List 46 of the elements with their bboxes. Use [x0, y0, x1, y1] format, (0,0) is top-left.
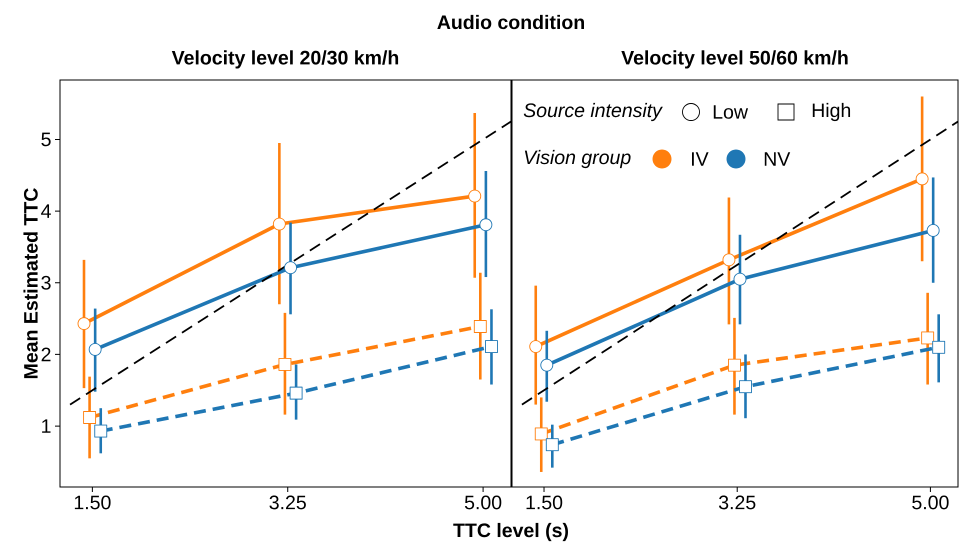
point — [932, 340, 946, 354]
chart-title: Velocity level 50/60 km/h — [621, 50, 848, 68]
point — [83, 411, 96, 424]
x-tick-label: 3.25 — [269, 496, 306, 510]
point — [94, 424, 108, 438]
point — [728, 358, 741, 372]
point — [88, 342, 102, 356]
y-axis-title: Mean Estimated TTC — [23, 188, 38, 378]
point — [546, 438, 559, 452]
point — [926, 224, 940, 237]
y-tick-label: 2 — [42, 348, 50, 362]
x-axis-title: TTC level (s) — [453, 522, 568, 542]
x-tick-label: 3.25 — [718, 496, 756, 510]
point — [78, 317, 90, 330]
point — [479, 218, 492, 232]
annotation: High — [812, 102, 850, 122]
point — [916, 172, 929, 186]
x-tick-label: 1.50 — [74, 496, 111, 510]
text: Audio condition — [437, 14, 584, 30]
annotation: Low — [714, 105, 748, 119]
x-tick-label: 1.50 — [526, 496, 562, 510]
point — [540, 358, 554, 372]
annotation: Vision group — [524, 150, 631, 168]
point — [272, 218, 286, 230]
point — [468, 190, 482, 203]
point — [529, 340, 542, 354]
annotation: NV — [764, 152, 790, 166]
point — [921, 332, 934, 344]
y-tick-label: 1 — [42, 419, 51, 433]
point — [278, 358, 292, 371]
point — [284, 261, 297, 274]
point — [474, 320, 487, 333]
point — [739, 380, 752, 394]
point — [722, 253, 736, 266]
point — [534, 428, 548, 440]
x-tick-label: 5.00 — [464, 496, 502, 510]
annotation: Source intensity — [524, 102, 663, 122]
point — [290, 386, 303, 400]
annotation: IV — [692, 152, 709, 166]
point — [485, 340, 498, 354]
y-tick-label: 4 — [41, 204, 51, 218]
x-tick-label: 5.00 — [912, 496, 949, 510]
chart-title: Velocity level 20/30 km/h — [172, 50, 398, 68]
y-tick-label: 5 — [41, 132, 51, 146]
point — [734, 272, 746, 286]
y-tick-label: 3 — [41, 276, 51, 290]
